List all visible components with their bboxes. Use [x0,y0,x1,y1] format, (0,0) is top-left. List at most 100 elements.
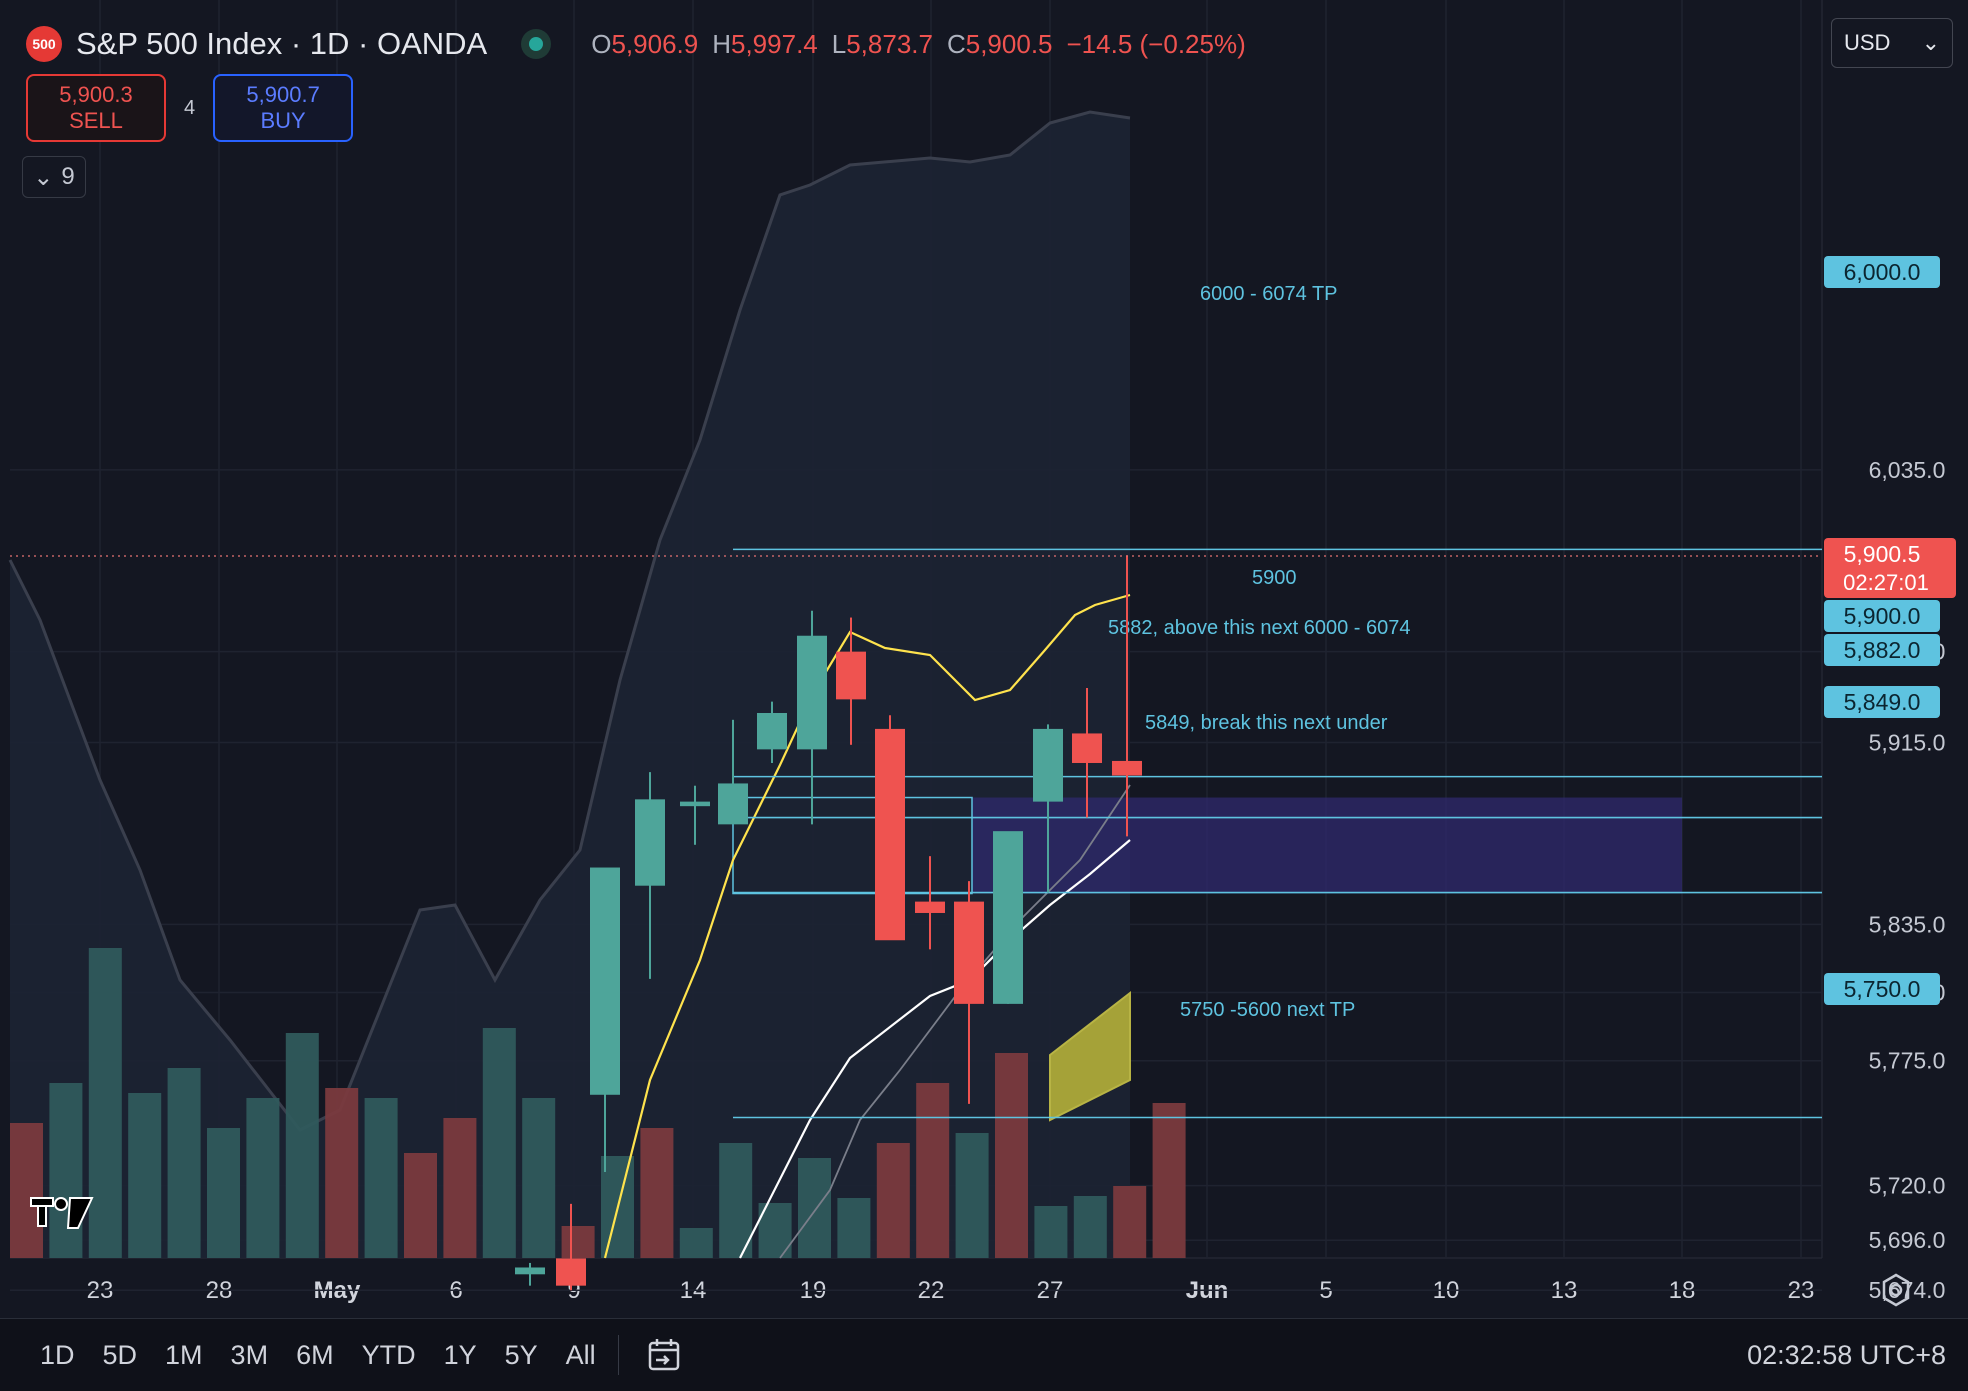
low-value: 5,873.7 [846,28,933,59]
buy-button[interactable]: 5,900.7 BUY [213,74,354,142]
indicator-count: 9 [61,163,75,190]
volume-bar [640,1128,674,1258]
candle-body [1112,760,1142,776]
volume-bar [719,1143,753,1258]
y-tick-label: 5,775.0 [1869,1048,1946,1074]
candle-body [836,651,866,700]
toolbar-divider [617,1335,619,1375]
session-clock[interactable]: 02:32:58 UTC+8 [1747,1339,1946,1370]
price-scale-tag [1824,600,1940,632]
fast-ema-line [603,593,1131,1259]
support-zone-rect [972,797,1682,894]
price-scale-tag-label: 5,900.0 [1844,603,1921,629]
range-button-ytd[interactable]: YTD [361,1339,416,1370]
high-value: 5,997.4 [731,28,818,59]
symbol-title[interactable]: S&P 500 Index · 1D · OANDA [76,26,488,61]
gear-icon[interactable] [1878,1272,1914,1308]
indicators-toggle[interactable]: ⌄ 9 [22,156,86,198]
change-value: −14.5 (−0.25%) [1066,28,1246,59]
y-tick-label: 5,835.0 [1869,911,1946,937]
bollinger-band-upper [8,110,1131,1132]
volume-bar [128,1093,162,1258]
range-button-1d[interactable]: 1D [40,1339,75,1370]
volume-bar [482,1028,516,1258]
sell-label: SELL [69,108,123,133]
currency-select[interactable]: USD ⌄ [1831,18,1953,68]
candle-body [590,867,620,1095]
volume-bar [404,1153,437,1258]
sell-button[interactable]: 5,900.3 SELL [26,74,166,142]
candle-body [680,801,710,807]
market-status-icon[interactable] [521,29,552,59]
candle-body [1033,728,1063,802]
level-annotation-label: 5849, break this next under [1145,712,1388,734]
candle-body [757,712,787,750]
volume-bar [246,1098,280,1258]
buy-price: 5,900.7 [246,82,320,107]
close-value: 5,900.5 [965,28,1053,59]
open-label: O [591,28,612,59]
price-scale-tag [1824,256,1940,288]
range-button-6m[interactable]: 6M [296,1339,334,1370]
level-annotation-label: 5882, above this next 6000 - 6074 [1108,617,1410,639]
volume-bar [325,1088,359,1258]
range-button-1y[interactable]: 1Y [443,1339,477,1370]
price-scale-tag-label: 5,849.0 [1844,689,1921,715]
volume-bar [285,1033,319,1258]
calendar-goto-icon[interactable] [645,1336,683,1374]
last-price-tag-label: 5,900.5 [1844,541,1921,567]
volume-bar [876,1143,910,1258]
price-scale-tag-label: 5,750.0 [1844,976,1921,1002]
volume-bar [364,1098,398,1258]
volume-bar [1034,1206,1068,1258]
currency-value: USD [1844,30,1891,55]
y-tick-label: 5,696.0 [1869,1227,1946,1253]
candle-body [635,799,665,886]
y-tick-label: 5,915.0 [1869,730,1946,756]
range-button-3m[interactable]: 3M [230,1339,269,1370]
volume-bar [679,1228,713,1258]
range-button-5d[interactable]: 5D [102,1339,138,1370]
tradingview-logo[interactable] [30,1196,94,1240]
level-annotation-label: 5750 -5600 next TP [1180,999,1355,1021]
trend-ema-line [779,784,1131,1259]
price-scale-tag [1824,973,1940,1005]
high-label: H [712,28,731,59]
bottom-toolbar: 1D 5D 1M 3M 6M YTD 1Y 5Y All 02:32:58 UT… [0,1318,1968,1391]
range-button-5y[interactable]: 5Y [504,1339,538,1370]
open-value: 5,906.9 [611,28,699,59]
chevron-down-icon: ⌄ [33,163,54,191]
chevron-down-icon: ⌄ [1921,30,1940,55]
volume-bar [88,948,122,1258]
price-scale-tag [1824,634,1940,666]
range-button-1m[interactable]: 1M [165,1339,203,1370]
volume-bar [837,1198,871,1258]
volume-bar [167,1068,201,1258]
price-scale-tag [1824,686,1940,718]
candle-body [797,635,827,750]
candle-body [954,901,984,1004]
level-annotation-label: 6000 - 6074 TP [1200,283,1338,305]
candle-body [875,728,905,941]
candle-body [515,1267,545,1275]
symbol-badge[interactable]: 500 [26,26,62,62]
volume-bar [995,1053,1028,1258]
price-scale-tag-label: 5,882.0 [1844,637,1921,663]
range-button-all[interactable]: All [565,1339,596,1370]
candle-body [915,901,945,913]
candle-body [556,1258,586,1286]
candle-body [718,783,748,825]
ohlc-readout: O5,906.9 H5,997.4 L5,873.7 C5,900.5 −14.… [591,29,1246,60]
sell-price: 5,900.3 [59,82,133,107]
buy-label: BUY [260,108,306,133]
volume-bar [1113,1186,1147,1258]
close-label: C [946,28,966,59]
y-tick-label: 6,035.0 [1869,457,1946,483]
bar-countdown-label: 02:27:01 [1843,570,1929,595]
price-chart[interactable]: 2328May6914192227Jun5101318236,035.05,95… [0,0,1968,1318]
volume-bar [916,1083,950,1258]
trade-panel: 5,900.3 SELL 4 5,900.7 BUY [26,74,354,142]
symbol-header: 500 S&P 500 Index · 1D · OANDA O5,906.9 … [26,20,1246,68]
volume-bar [798,1158,831,1258]
